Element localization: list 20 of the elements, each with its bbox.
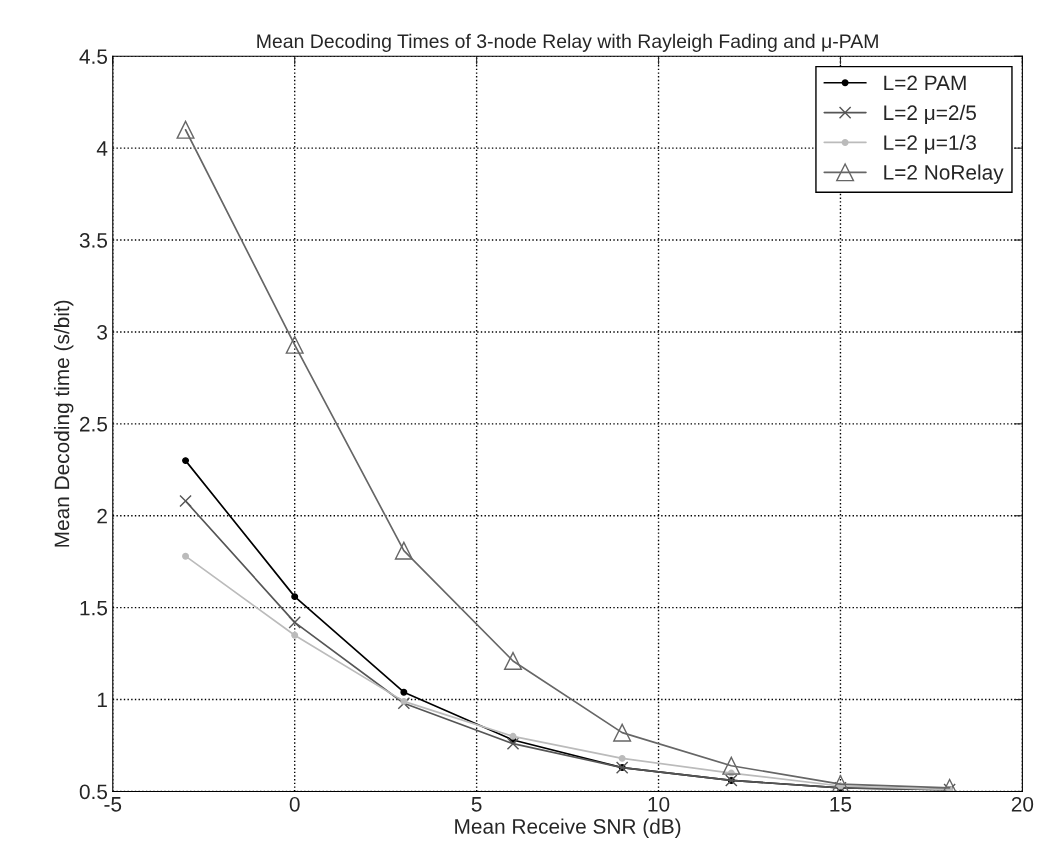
x-axis-title: Mean Receive SNR (dB) <box>455 818 681 838</box>
y-tick-label: 3.5 <box>79 233 108 248</box>
legend-label: L=2 μ=1/3 <box>884 134 976 154</box>
legend-label: L=2 PAM <box>884 75 966 91</box>
y-tick-label: 1 <box>97 692 107 708</box>
x-tick-label: 5 <box>471 797 482 812</box>
y-tick-label: 2.5 <box>80 416 108 432</box>
y-tick-label: 3 <box>97 324 107 340</box>
y-tick-label: 2 <box>97 508 107 524</box>
y-axis-title: Mean Decoding time (s/bit) <box>53 300 74 547</box>
x-tick-label: 15 <box>830 797 852 812</box>
chart-title: Mean Decoding Times of 3-node Relay with Rayleigh Fading and μ-PAM <box>257 33 878 52</box>
legend-label: L=2 NoRelay <box>884 164 1004 184</box>
x-tick-label: 10 <box>648 796 670 812</box>
y-tick-label: 4.5 <box>79 49 108 64</box>
x-tick-label: 20 <box>1011 796 1034 812</box>
legend-label: L=2 μ=2/5 <box>884 104 976 124</box>
y-tick-label: 1.5 <box>80 600 108 616</box>
y-tick-label: 4 <box>96 141 108 156</box>
x-tick-label: 0 <box>289 796 300 812</box>
